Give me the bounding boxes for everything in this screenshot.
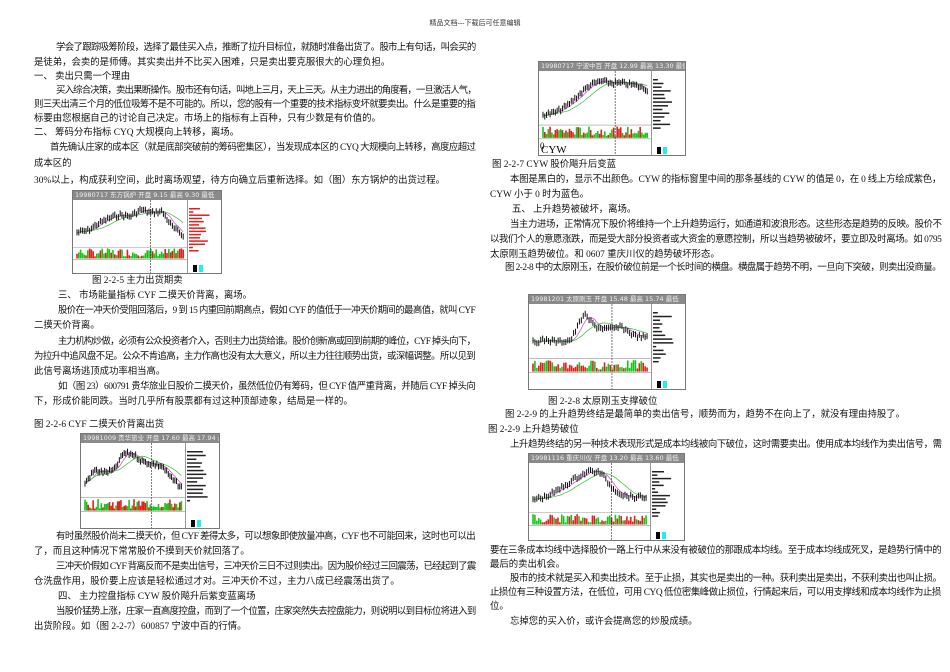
section-heading: 三、 市场能量指标 CYF 二摸天价背离，离场。 (58, 291, 253, 301)
figure-2-2-5-chart: 19980717 东方锅炉 开盘 9.15 最高 9.30 最低 (72, 190, 222, 274)
chart-header: 19981201 太原刚玉 开盘 15.48 最高 15.74 最低 (529, 295, 685, 304)
page-header: 精品文档---下载后可任意编辑 (429, 19, 521, 27)
text-line: 太原刚玉趋势破位。和 0607 重庆川仪的趋势破坏形态。 (490, 250, 720, 260)
text-line: 股价在一冲天价受阻回落后，9 到 15 内重回前期高点，假如 CYF 的值低于一… (58, 306, 476, 316)
chart-header: 19980717 宁波中百 开盘 12.99 最高 13.30 最低 (539, 62, 685, 71)
text-line: 忘掉您的买入价，或许会提高您的炒股成绩。 (510, 617, 698, 627)
chart-plot (529, 304, 674, 389)
text-line: 三冲天价假如 CYF 背离反而不是卖出信号，三冲天价三日不过则卖出。因为股价经过… (56, 562, 476, 572)
chart-header: 19981116 重庆川仪 开盘 13.20 最高 13.60 最低 (529, 454, 684, 463)
figure-caption: 图 2-2-5 主力出货期卖 (92, 276, 183, 286)
text-line: 止损位有三种设置方法，在低位，可用 CYQ 低位密集峰做止损位，行情起来后，可以… (490, 588, 941, 598)
figure-2-2-8-chart: 19981201 太原刚玉 开盘 15.48 最高 15.74 最低 (528, 294, 686, 390)
figure-2-2-9-chart: 19981116 重庆川仪 开盘 13.20 最高 13.60 最低 (528, 453, 685, 541)
text-line: 下，形成价能同跌。当时几乎所有股票都有过这种顶部迹象，结局是一样的。 (34, 397, 353, 407)
figure-caption: 图 2-2-8 中的太原刚玉，在股价破位前是一个长时间的横盘。横盘属于趋势不明，… (505, 263, 941, 273)
text-line: 成本区的 (34, 159, 72, 169)
text-line: 二摸天价背离。 (34, 321, 100, 331)
text-line: 当股价猛势上涨，庄家一直高度控盘，而到了一个位置，庄家突然失去控盘能力，则说明以… (56, 607, 476, 617)
chart-plot (529, 463, 672, 540)
text-line: 了，而且这种情况下常常股价不摸到天价就回落了。 (34, 547, 250, 557)
figure-caption: 图 2-2-7 CYW 股价飚升后变蓝 (492, 160, 617, 170)
figure-caption: 图 2-2-6 CYF 二摸天价背离出货 (34, 420, 164, 430)
text-line: 是徒弟，会卖的是师傅。其实卖出并不比买入困难，只是卖出要克服很大的心理负担。 (34, 58, 391, 68)
section-heading: 五、 上升趋势被破坏，离场。 (512, 205, 637, 215)
text-line: 为拉升中追风盘不足。公众不肯追高，主力作高也没有太大意义，所以主力往往顺势出货，… (34, 352, 476, 362)
figure-caption: 图 2-2-9 的上升趋势终结是最简单的卖出信号，顺势而为，趋势不在向上了，就没… (505, 410, 905, 420)
text-line: CYW 小于 0 时为蓝色。 (490, 190, 590, 200)
chart-plot (73, 200, 210, 273)
text-line: 此信号离场逃顶成功率相当高。 (34, 367, 166, 377)
figure-caption: 图 2-2-9 上升趋势破位 (488, 425, 579, 435)
figure-2-2-7-chart: 19980717 宁波中百 开盘 12.99 最高 13.30 最低 CYW 0 (538, 61, 686, 156)
text-line: 出货阶段。如（图 2-2-7）600857 宁波中百的行情。 (34, 622, 247, 632)
text-line: 当主力进场，正常情况下股价将维持一个上升趋势运行，如通道和波浪形态。这些形态是趋… (510, 220, 942, 230)
text-line: 买入综合决策，卖出果断操作。股市还有句话，叫地上三月，天上三天。从主力进出的角度… (56, 86, 477, 96)
text-line: 则三天出清三个月的低位吸筹不是不可能的。所以，您的股有一个重要的技术指标变坏就要… (34, 100, 476, 110)
chart-header: 19981009 贵华旅业 开盘 17.60 最高 17.94 最 (81, 434, 219, 443)
text-line: 本图是黑白的，显示不出颜色。CYW 的指标窗里中间的那条基线的 CYW 的值是 … (510, 175, 942, 185)
text-line: 30%以上，构成获利空间，此时离场观望，待方向确立后重新选择。如（图）东方锅炉的… (34, 176, 445, 186)
section-heading: 二、 筹码分布指标 CYQ 大规模向上转移，离场。 (34, 128, 239, 138)
text-line: 以我们个人的意愿涨跌，而是受大部分投资者或大资金的意愿控制，所以当趋势被破坏，要… (490, 235, 942, 245)
figure-2-2-6-chart: 19981009 贵华旅业 开盘 17.60 最高 17.94 最 (80, 433, 220, 529)
indicator-label: CYW (541, 144, 567, 155)
text-line: 如（图 23）600791 贵华旅业日股价二摸天价，虽然低位仍有筹码，但 CYF… (58, 382, 476, 392)
text-line: 仓洗盘作用，股价要上应该是轻松通过才对。三冲天价不过，主力八成已经震荡出货了。 (34, 577, 400, 587)
section-heading: 四、 主力控盘指标 CYW 股价飚升后紫变蓝离场 (58, 592, 256, 602)
figure-caption: 图 2-2-8 太原刚玉支撑破位 (548, 397, 658, 407)
text-line: 主力机构炒做，必须有公众投资者介入，否则主力出货给谁。股价创新高或回到前期的峰位… (58, 337, 476, 347)
text-line: 最后的卖出机会。 (490, 560, 566, 570)
text-line: 位。 (490, 602, 509, 612)
section-heading: 一、 卖出只需一个理由 (34, 72, 131, 82)
chart-header: 19980717 东方锅炉 开盘 9.15 最高 9.30 最低 (73, 191, 221, 200)
text-line: 要在三条成本均线中选择股价一路上行中从来没有被破位的那跟成本均线。至于成本均线成… (490, 546, 942, 556)
text-line: 学会了跟踪吸筹阶段，选择了最佳买入点，推断了拉升目标位，就随时准备出货了。股市上… (56, 43, 476, 53)
zero-label: 0 (540, 141, 545, 151)
text-line: 上升趋势终结的另一种技术表现形式是成本均线被向下破位，这时需要卖出。使用成本均线… (510, 440, 942, 450)
text-line: 股市的技术就是买入和卖出技术。至于止损，其实也是卖出的一种。获利卖出是卖出，不获… (510, 574, 942, 584)
text-line: 有时虽然股价尚未二摸天价，但 CYF 差得太多，可以想象即使放量冲高，CYF 也… (56, 532, 476, 542)
text-line: 首先确认庄家的成本区（就是底部突破前的筹码密集区），当发现成本区的 CYQ 大规… (50, 143, 476, 153)
chart-plot (81, 443, 208, 528)
text-line: 标要由您根据自己的讨论自己决定。市场上的指标有上百种，只有少数是有价值的。 (34, 114, 381, 124)
